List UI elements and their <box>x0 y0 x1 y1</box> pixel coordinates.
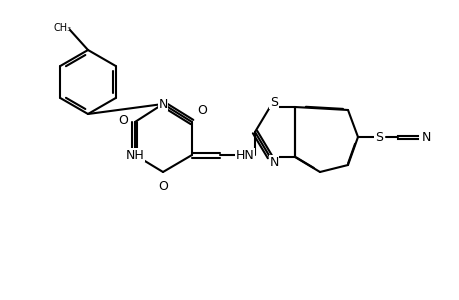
Text: O: O <box>118 113 128 127</box>
Text: O: O <box>196 103 207 116</box>
Text: O: O <box>158 179 168 193</box>
Text: N: N <box>269 155 278 169</box>
Text: N: N <box>420 130 430 143</box>
Text: S: S <box>269 95 277 109</box>
Text: S: S <box>374 130 382 143</box>
Text: CH₃: CH₃ <box>54 23 72 33</box>
Text: NH: NH <box>125 148 144 161</box>
Text: HN: HN <box>235 148 254 161</box>
Text: N: N <box>158 98 168 110</box>
